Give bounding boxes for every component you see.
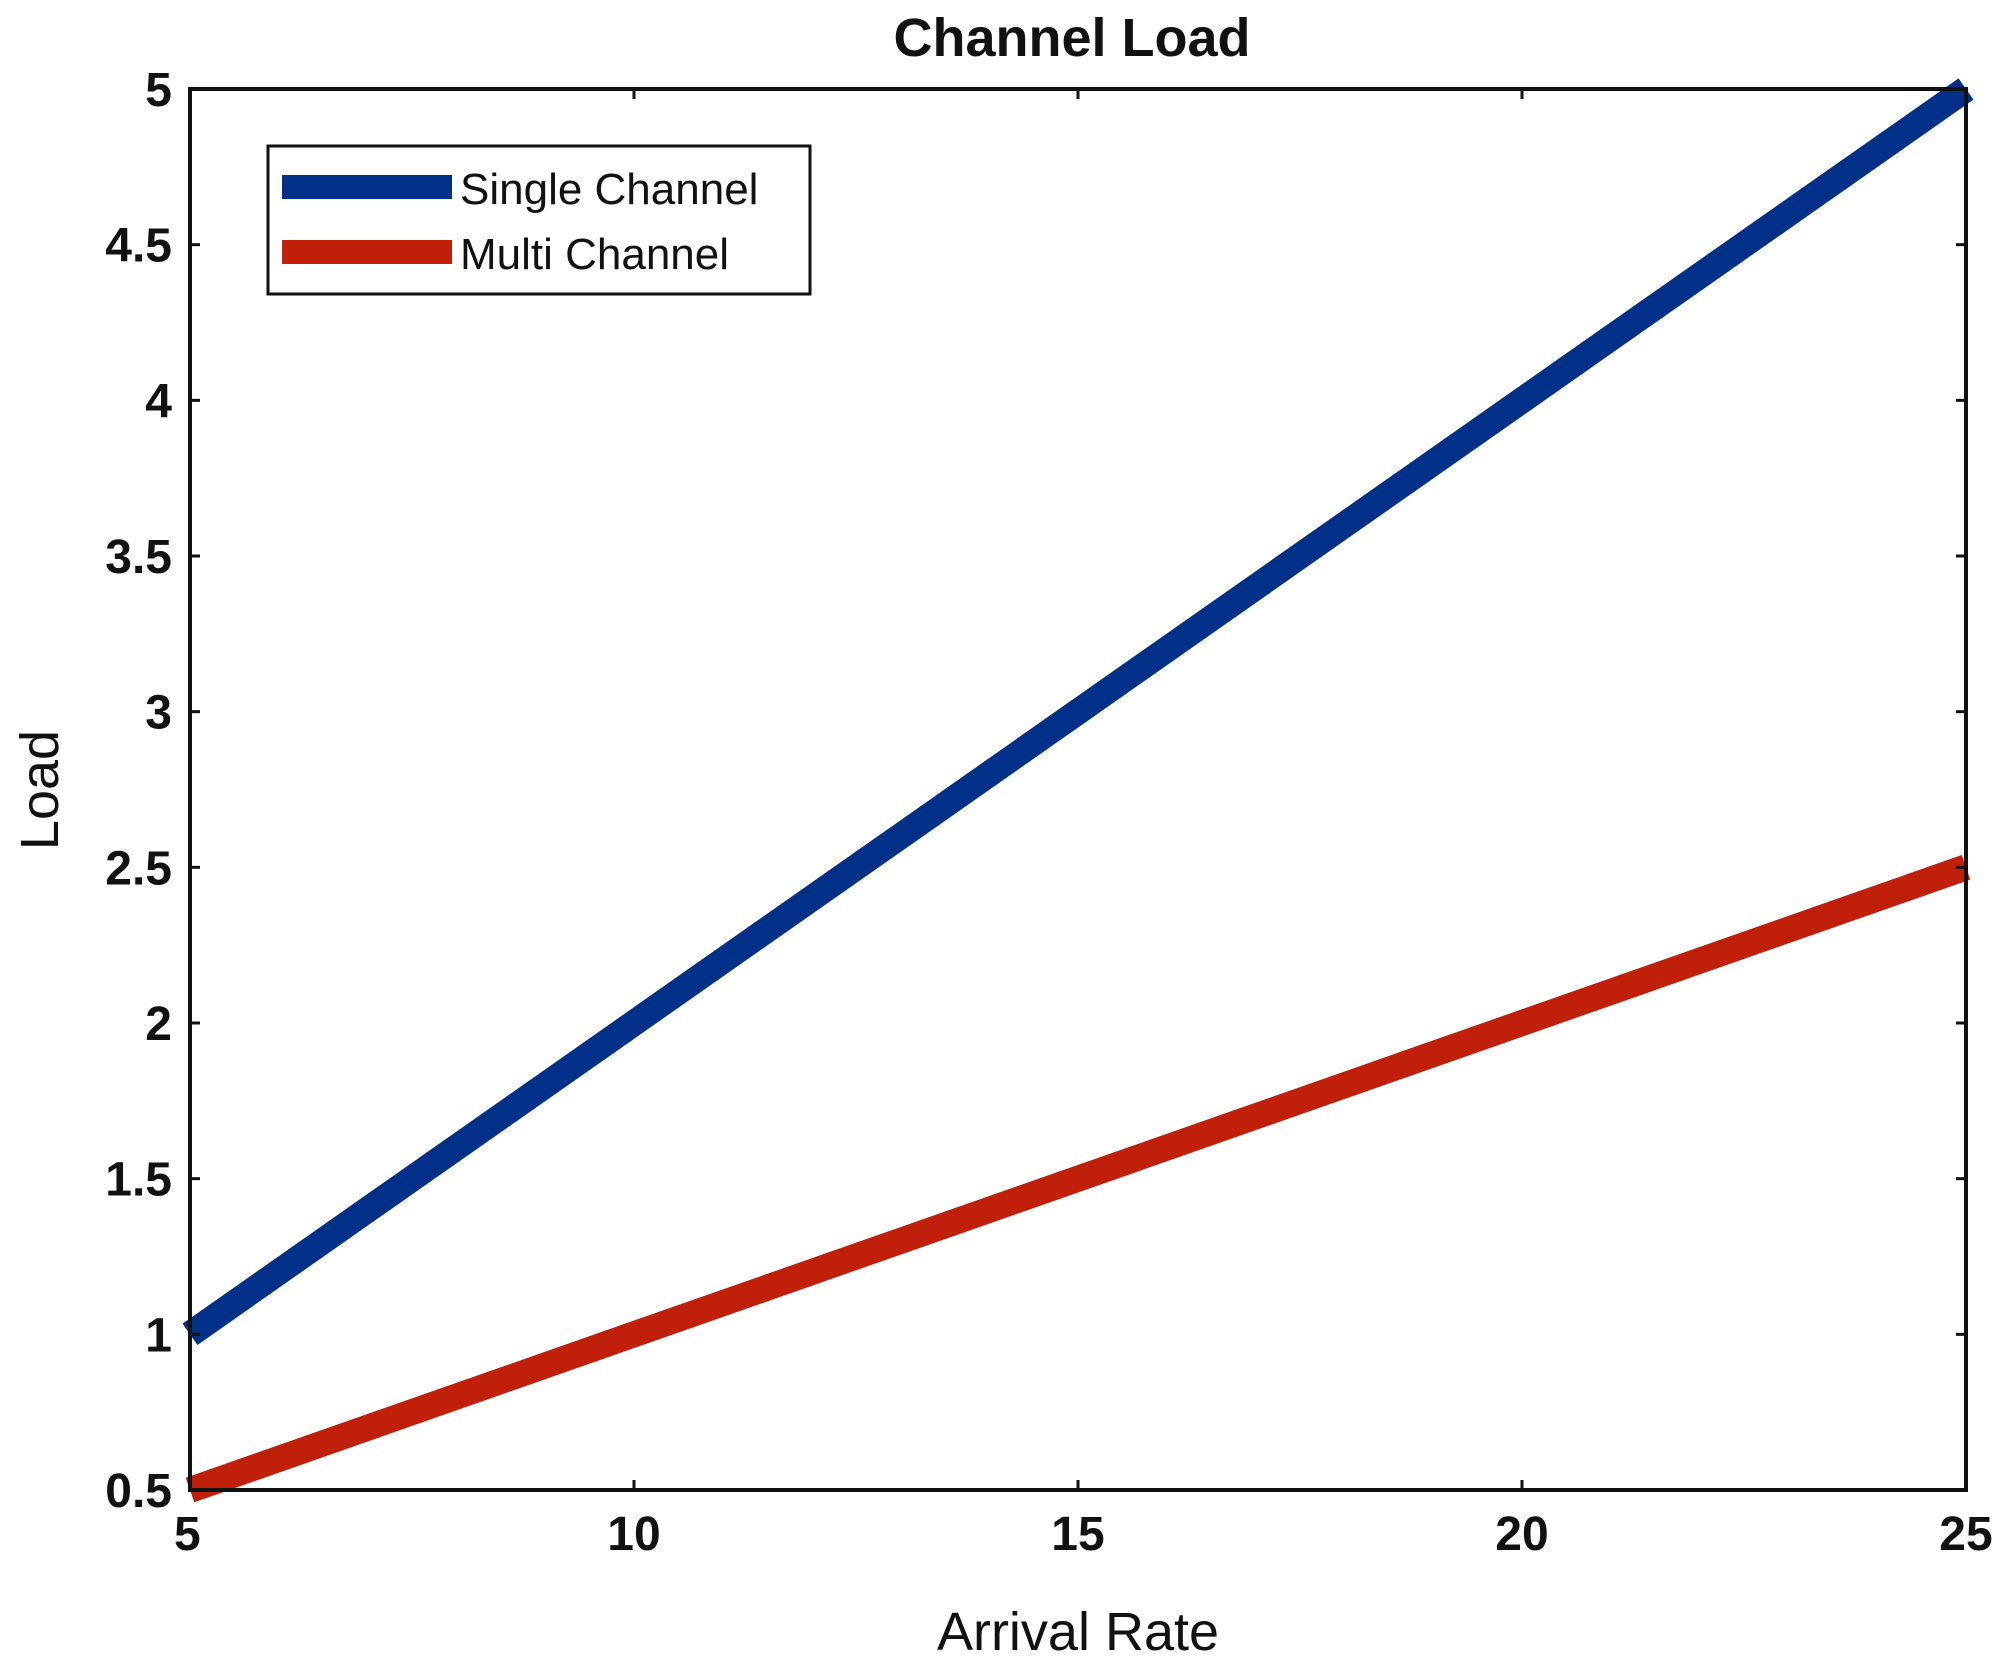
y-tick-label: 2.5 <box>105 842 172 895</box>
ticks-layer <box>188 87 1968 1492</box>
y-tick-label: 3.5 <box>105 531 172 584</box>
x-tick-label: 25 <box>1939 1508 1992 1561</box>
legend-box <box>266 144 812 296</box>
series-line-multi-channel <box>185 855 1971 1503</box>
x-axis-label: Arrival Rate <box>937 1602 1219 1662</box>
chart-title: Channel Load <box>893 8 1250 68</box>
y-tick-label: 4 <box>145 375 172 428</box>
series-layer <box>182 78 1974 1503</box>
y-tick-label: 4.5 <box>105 220 172 273</box>
legend-label-single-channel: Single Channel <box>460 165 758 214</box>
x-tick-label: 10 <box>607 1508 660 1561</box>
y-tick-label: 1 <box>145 1309 172 1362</box>
y-tick-label: 1.5 <box>105 1154 172 1207</box>
legend: Single Channel Multi Channel <box>266 144 812 296</box>
x-tick-label: 20 <box>1495 1508 1548 1561</box>
y-tick-label: 3 <box>145 687 172 740</box>
x-tick-label: 5 <box>174 1508 201 1561</box>
series-line-single-channel <box>182 78 1974 1345</box>
y-tick-label: 5 <box>145 64 172 117</box>
y-axis-label: Load <box>10 730 70 850</box>
legend-label-multi-channel: Multi Channel <box>460 230 729 279</box>
y-tick-label: 0.5 <box>105 1465 172 1518</box>
y-tick-label: 2 <box>145 998 172 1051</box>
x-tick-label: 15 <box>1051 1508 1104 1561</box>
tick-labels-layer: 5 10 15 20 25 0.5 1 1.5 2 2.5 3 3.5 4 4.5 5 <box>105 64 1992 1561</box>
